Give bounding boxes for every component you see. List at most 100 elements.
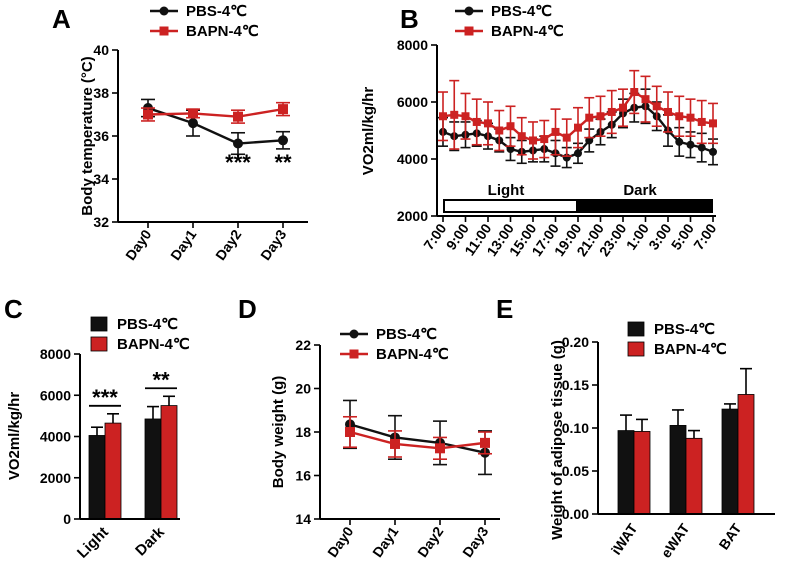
bar: [685, 437, 703, 515]
data-point: [435, 443, 445, 454]
data-point: [709, 147, 717, 156]
data-point: [585, 136, 594, 145]
data-point: [472, 117, 481, 126]
panel-c: C 0 2000 4000 6000 8000 VO2ml/kg/hr Light Dark PB…: [4, 294, 190, 562]
data-point: [233, 111, 243, 122]
data-point: [596, 112, 605, 121]
legend-label: BAPN-4℃: [376, 346, 449, 363]
y-tick-label: 8000: [397, 37, 428, 53]
data-point: [652, 102, 661, 111]
data-point: [506, 122, 515, 131]
x-tick-label: Light: [74, 524, 112, 562]
light-phase-label: Light: [488, 182, 525, 199]
series-line: [147, 106, 284, 145]
y-tick-label: 0: [63, 511, 71, 527]
panel-label-e: E: [496, 294, 513, 324]
bar: [737, 394, 755, 515]
panel-label-c: C: [4, 294, 23, 324]
bar: [144, 418, 162, 520]
x-tick-label: 7:00: [690, 220, 719, 252]
data-point: [675, 112, 684, 121]
legend-label: PBS-4℃: [117, 316, 178, 333]
panel-label-b: B: [400, 4, 419, 34]
light-phase-bar: [443, 199, 578, 213]
y-tick-label: 6000: [397, 94, 428, 110]
data-point: [675, 137, 684, 146]
dark-phase-label: Dark: [623, 182, 657, 199]
data-point: [697, 143, 706, 152]
data-point: [450, 110, 459, 119]
y-tick-label: 6000: [40, 387, 71, 403]
y-tick-label: 0.10: [562, 420, 589, 436]
data-point: [562, 133, 571, 142]
series-line: [147, 107, 284, 118]
legend-label: PBS-4℃: [654, 321, 715, 338]
y-tick-label: 22: [295, 337, 311, 353]
data-point: [574, 149, 582, 158]
panel-d: D 14 16 18 20 22 Body weight (g) Day0 Day1 Day2 Da…: [238, 294, 500, 560]
x-tick-label: Day0: [324, 523, 356, 560]
legend-marker: [349, 329, 359, 339]
legend-swatch: [90, 336, 108, 352]
data-point: [188, 108, 198, 119]
data-point: [143, 109, 153, 120]
x-tick-label: Dark: [132, 523, 168, 559]
legend-marker: [464, 6, 474, 16]
significance-marker: **: [274, 150, 292, 175]
y-tick-label: 40: [93, 42, 109, 58]
x-tick-label: Day1: [369, 523, 401, 560]
significance-marker: **: [152, 367, 170, 392]
data-point: [574, 123, 582, 132]
data-point: [188, 118, 198, 129]
y-tick-label: 8000: [40, 346, 71, 362]
data-point: [480, 437, 490, 448]
y-tick-label: 32: [93, 214, 109, 230]
legend-label: BAPN-4℃: [186, 23, 259, 40]
data-point: [484, 119, 492, 128]
data-point: [709, 119, 717, 128]
series-bapn: [343, 415, 492, 460]
panel-b: B2000400060008000VO2ml/kg/hr7:009:0011:0…: [360, 3, 720, 259]
legend-swatch: [627, 341, 645, 357]
data-point: [439, 112, 447, 121]
y-tick-label: 2000: [40, 470, 71, 486]
y-tick-label: 20: [295, 381, 311, 397]
data-point: [278, 104, 288, 115]
data-point: [630, 88, 639, 97]
series-bapn: [438, 69, 718, 160]
x-tick-label: Day2: [212, 226, 244, 263]
x-tick-label: eWAT: [658, 520, 693, 561]
y-tick-label: 16: [295, 468, 311, 484]
y-tick-label: 38: [93, 85, 109, 101]
legend-label: BAPN-4℃: [654, 341, 727, 358]
y-tick-label: 18: [295, 424, 311, 440]
legend-label: BAPN-4℃: [117, 336, 190, 353]
series-pbs: [438, 88, 718, 169]
data-point: [585, 113, 594, 122]
y-axis-label: Weight of adipose tissue (g): [549, 340, 566, 540]
x-tick-label: iWAT: [608, 520, 641, 557]
data-point: [461, 112, 470, 121]
y-tick-label: 0.20: [562, 334, 589, 350]
bar: [88, 435, 106, 520]
x-tick-label: Day1: [167, 226, 199, 263]
legend-marker: [464, 26, 474, 36]
data-point: [540, 135, 549, 144]
legend-swatch: [627, 321, 645, 337]
data-point: [641, 95, 650, 104]
significance-marker: ***: [92, 385, 118, 410]
y-tick-label: 34: [93, 171, 109, 187]
y-tick-label: 36: [93, 128, 109, 144]
series-line: [349, 430, 486, 450]
x-tick-label: 5:00: [668, 220, 697, 252]
panel-label-d: D: [238, 294, 257, 324]
legend-label: PBS-4℃: [186, 3, 247, 20]
data-point: [529, 136, 537, 145]
x-tick-label: 7:00: [420, 220, 449, 252]
y-tick-label: 0.05: [562, 463, 589, 479]
y-tick-label: 4000: [40, 429, 71, 445]
data-point: [495, 126, 504, 135]
legend-label: PBS-4℃: [376, 326, 437, 343]
